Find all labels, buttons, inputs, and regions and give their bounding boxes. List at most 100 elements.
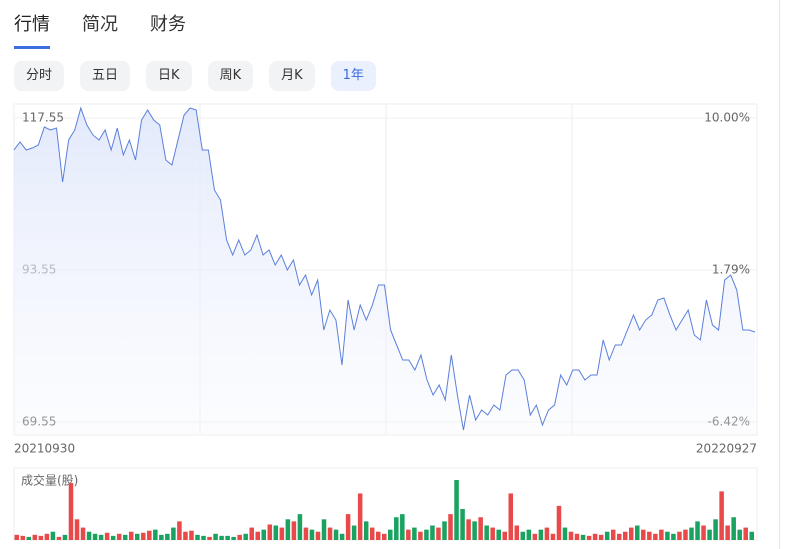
volume-bar xyxy=(749,531,754,540)
period-bar: 分时 五日 日K 周K 月K 1年 xyxy=(14,61,376,91)
volume-bar xyxy=(400,514,405,540)
volume-bar xyxy=(454,480,459,540)
volume-bar xyxy=(357,493,363,540)
volume-bar xyxy=(26,536,32,540)
period-button[interactable]: 月K xyxy=(269,61,315,91)
volume-bar xyxy=(369,527,375,540)
y-tick-label: 117.55 xyxy=(22,110,64,124)
volume-bar xyxy=(279,527,285,540)
volume-bar xyxy=(412,527,417,540)
volume-bar xyxy=(544,527,550,540)
volume-bar xyxy=(671,533,676,540)
volume-bar xyxy=(363,521,369,540)
volume-bar xyxy=(74,519,80,540)
period-button[interactable]: 日K xyxy=(146,61,192,91)
volume-bar xyxy=(80,527,86,540)
volume-bar xyxy=(68,483,74,540)
period-button[interactable]: 分时 xyxy=(14,61,65,91)
volume-bar xyxy=(526,529,532,540)
volume-bar xyxy=(243,533,248,540)
volume-bar xyxy=(92,533,98,540)
volume-bar xyxy=(147,530,152,540)
volume-bar xyxy=(743,527,748,540)
volume-bar xyxy=(237,534,242,540)
volume-bar xyxy=(707,529,712,540)
volume-bar xyxy=(98,534,104,540)
volume-bar xyxy=(50,531,56,540)
period-button[interactable]: 1年 xyxy=(330,61,376,91)
volume-bar xyxy=(616,533,622,540)
volume-bar xyxy=(556,505,562,540)
y2-tick-label: 10.00% xyxy=(704,110,750,124)
volume-bar xyxy=(177,521,182,540)
volume-bar xyxy=(641,529,646,540)
volume-bar xyxy=(183,531,188,540)
volume-bar xyxy=(388,529,393,540)
volume-bar xyxy=(141,532,146,540)
volume-bar xyxy=(604,531,610,540)
volume-bar xyxy=(665,531,670,540)
volume-bar xyxy=(249,527,254,540)
volume-bar xyxy=(62,534,68,540)
y2-tick-label: 1.79% xyxy=(712,262,750,276)
volume-bar xyxy=(580,534,586,540)
volume-bar xyxy=(104,532,110,540)
volume-bar xyxy=(592,533,598,540)
volume-bar xyxy=(659,529,664,540)
tab[interactable]: 行情 xyxy=(14,10,50,49)
volume-bar xyxy=(56,536,62,540)
volume-bar xyxy=(460,508,465,540)
volume-bar xyxy=(394,517,399,540)
volume-bar xyxy=(333,529,339,540)
volume-bar xyxy=(110,535,116,540)
volume-bar xyxy=(261,529,267,540)
volume-bar xyxy=(195,534,200,540)
volume-bar xyxy=(653,533,658,540)
volume-bar xyxy=(225,535,230,540)
volume-bar xyxy=(628,527,634,540)
volume-title: 成交量(股) xyxy=(21,473,78,488)
volume-bar xyxy=(562,527,568,540)
volume-bar xyxy=(32,534,38,540)
volume-bar xyxy=(538,529,544,540)
volume-bar xyxy=(635,525,640,540)
volume-bar xyxy=(351,525,357,540)
volume-bar xyxy=(381,533,387,540)
volume-bar xyxy=(532,533,538,540)
volume-bar xyxy=(291,521,297,540)
volume-bar xyxy=(647,531,652,540)
volume-bar xyxy=(375,531,381,540)
volume-bar xyxy=(171,527,176,540)
volume-bar xyxy=(219,535,224,540)
tab[interactable]: 简况 xyxy=(82,14,118,35)
volume-bar xyxy=(207,536,212,540)
volume-bar xyxy=(20,535,26,540)
volume-bar xyxy=(472,521,477,540)
volume-bar xyxy=(490,527,495,540)
volume-bar xyxy=(315,531,321,540)
volume-bar xyxy=(496,529,501,540)
volume-bar xyxy=(478,517,483,540)
volume-bar xyxy=(677,531,682,540)
volume-bar xyxy=(466,519,471,540)
volume-bar xyxy=(339,533,345,540)
volume-bar xyxy=(701,525,706,540)
volume-bar xyxy=(436,527,441,540)
period-button[interactable]: 五日 xyxy=(80,61,131,91)
price-line xyxy=(13,106,756,431)
volume-bar xyxy=(44,533,50,540)
volume-bar xyxy=(725,525,730,540)
volume-bar xyxy=(255,531,260,540)
volume-bar xyxy=(128,531,134,540)
volume-bar xyxy=(610,529,616,540)
scrollbar xyxy=(779,0,780,549)
tab[interactable]: 财务 xyxy=(150,14,186,35)
volume-bar xyxy=(508,493,514,540)
volume-bar xyxy=(442,521,447,540)
period-button[interactable]: 周K xyxy=(207,61,254,91)
volume-bar xyxy=(116,533,122,540)
volume-bar xyxy=(484,525,489,540)
volume-bar xyxy=(86,531,92,540)
volume-bar xyxy=(122,534,128,540)
